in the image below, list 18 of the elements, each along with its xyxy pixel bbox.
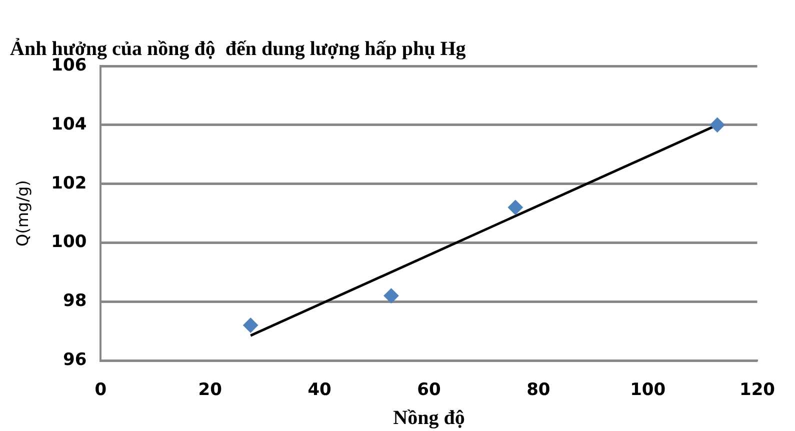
x-tick-label: 120 — [740, 380, 776, 400]
x-tick-label: 80 — [526, 380, 550, 400]
x-tick-label: 20 — [198, 380, 222, 400]
y-tick-label: 100 — [51, 232, 87, 252]
y-tick-label: 104 — [51, 114, 87, 134]
y-tick-label: 98 — [63, 291, 87, 312]
x-tick-label: 40 — [308, 380, 332, 400]
x-tick-label: 100 — [630, 380, 666, 400]
x-tick-label: 0 — [94, 380, 107, 400]
y-axis-title: Q(mg/g) — [12, 180, 32, 246]
point — [508, 200, 523, 215]
y-tick-label: 96 — [63, 350, 87, 370]
point — [710, 117, 725, 132]
point — [243, 318, 258, 333]
y-tick-label: 102 — [51, 173, 87, 194]
point — [384, 288, 399, 304]
x-axis-title: Nồng độ — [393, 407, 465, 430]
x-tick-label: 60 — [417, 380, 441, 400]
